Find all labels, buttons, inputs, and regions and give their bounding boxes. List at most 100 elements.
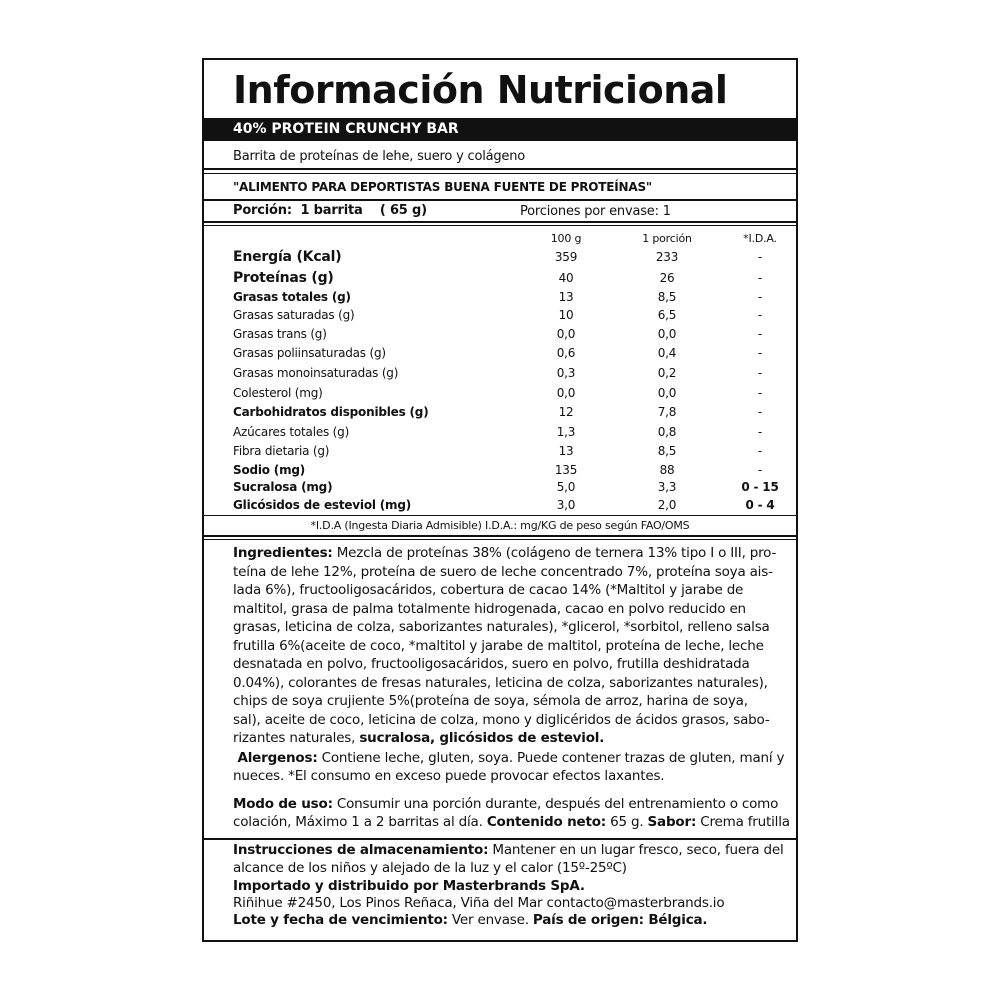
title: Información Nutricional (233, 68, 728, 112)
product-name: 40% PROTEIN CRUNCHY BAR (233, 121, 459, 137)
text: colación, Máximo 1 a 2 barritas al día. (233, 814, 487, 830)
text-line: alcance de los niños y alejado de la luz… (233, 860, 627, 876)
row-value: 13 (558, 290, 574, 304)
rule (203, 539, 798, 540)
row-name: Colesterol (mg) (233, 386, 323, 400)
row-value: 0,0 (556, 386, 576, 400)
rule (203, 225, 798, 226)
bold-text: Sabor: (647, 814, 697, 830)
bold-text: sucralosa, glicósidos de esteviol. (359, 730, 605, 746)
row-value: 3,0 (556, 498, 576, 512)
text-line: sal), aceite de coco, leticina de colza,… (233, 712, 770, 728)
text-line: Instrucciones de almacenamiento: Mantene… (233, 842, 784, 858)
label-box (202, 58, 798, 942)
text: desnatada en polvo, fructooligosacáridos… (233, 656, 750, 672)
row-value: 8,5 (657, 290, 677, 304)
text-line: rizantes naturales, sucralosa, glicósido… (233, 730, 604, 746)
text-line: colación, Máximo 1 a 2 barritas al día. … (233, 814, 790, 830)
text: sal), aceite de coco, leticina de colza,… (233, 712, 770, 728)
text: teína de lehe 12%, proteína de suero de … (233, 564, 773, 580)
row-value: 6,5 (657, 308, 677, 322)
text: Ver envase. (447, 912, 533, 928)
row-value: 40 (558, 271, 574, 285)
row-value: - (757, 386, 763, 400)
row-name: Fibra dietaria (g) (233, 444, 330, 458)
text-line: nueces. *El consumo en exceso puede prov… (233, 768, 665, 784)
row-value: - (757, 405, 763, 419)
row-value: 0,4 (657, 346, 677, 360)
row-value: 7,8 (657, 405, 677, 419)
row-value: 0,0 (657, 386, 677, 400)
text: grasas, leticina de colza, saborizantes … (233, 619, 770, 635)
row-value: 0,3 (556, 366, 576, 380)
text: nueces. *El consumo en exceso puede prov… (233, 768, 665, 784)
row-name: Sodio (mg) (233, 463, 306, 477)
row-name: Proteínas (g) (233, 270, 334, 286)
serving: Porción: 1 barrita ( 65 g) (233, 203, 427, 218)
row-value: - (757, 463, 763, 477)
text: lada 6%), fructooligosacáridos, cobertur… (233, 582, 744, 598)
text: Contiene leche, gluten, soya. Puede cont… (317, 750, 785, 766)
row-value: 0,2 (657, 366, 677, 380)
column-header: 100 g (550, 232, 582, 245)
rule (203, 535, 798, 537)
text-line: Ingredientes: Mezcla de proteínas 38% (c… (233, 545, 776, 561)
bold-text: Modo de uso: (233, 796, 333, 812)
row-value: 26 (659, 271, 675, 285)
text-line: teína de lehe 12%, proteína de suero de … (233, 564, 773, 580)
bold-text: País de origen: Bélgica. (532, 912, 708, 928)
row-name: Grasas monoinsaturadas (g) (233, 366, 399, 380)
text: frutilla 6%(aceite de coco, *maltitol y … (233, 638, 764, 654)
row-name: Grasas poliinsaturadas (g) (233, 346, 386, 360)
row-value: 0 - 4 (745, 498, 775, 512)
row-value: 3,3 (657, 480, 677, 494)
text: Mezcla de proteínas 38% (colágeno de ter… (332, 545, 777, 561)
row-value: - (757, 346, 763, 360)
column-header: *I.D.A. (743, 232, 777, 245)
text-line: 0.04%), colorantes de fresas naturales, … (233, 675, 768, 691)
text-line: Importado y distribuido por Masterbrands… (233, 878, 585, 894)
row-name: Carbohidratos disponibles (g) (233, 405, 429, 419)
row-value: 88 (659, 463, 675, 477)
bold-text: Importado y distribuido por Masterbrands… (233, 878, 585, 894)
servings-per-pack: Porciones por envase: 1 (520, 204, 671, 219)
row-value: 12 (558, 405, 574, 419)
bold-text: Ingredientes: (233, 545, 333, 561)
row-name: Grasas totales (g) (233, 290, 351, 304)
rule (203, 838, 798, 840)
description: Barrita de proteínas de lehe, suero y co… (233, 149, 526, 164)
product-bar (203, 118, 797, 141)
row-value: 1,3 (556, 425, 576, 439)
row-value: 5,0 (556, 480, 576, 494)
footnote: *I.D.A (Ingesta Diaria Admisible) I.D.A.… (310, 519, 690, 532)
rule (203, 199, 798, 201)
row-value: 0,8 (657, 425, 677, 439)
row-value: - (757, 271, 763, 285)
text-line: Lote y fecha de vencimiento: Ver envase.… (233, 912, 708, 928)
rule (203, 515, 798, 516)
row-value: 359 (554, 250, 578, 264)
text: 65 g. (606, 814, 648, 830)
text-line: chips de soya crujiente 5%(proteína de s… (233, 693, 748, 709)
text-line: Riñihue #2450, Los Pinos Reñaca, Viña de… (233, 895, 725, 911)
text: chips de soya crujiente 5%(proteína de s… (233, 693, 748, 709)
row-name: Energía (Kcal) (233, 249, 342, 265)
text-line: desnatada en polvo, fructooligosacáridos… (233, 656, 750, 672)
row-name: Glicósidos de esteviol (mg) (233, 498, 412, 512)
row-value: - (757, 290, 763, 304)
bold-text: Contenido neto: (486, 814, 606, 830)
text: Mantener en un lugar fresco, seco, fuera… (488, 842, 784, 858)
row-value: - (757, 250, 763, 264)
row-value: - (757, 444, 763, 458)
rule (203, 221, 798, 223)
row-value: 135 (554, 463, 578, 477)
row-value: 0 - 15 (741, 480, 779, 494)
text: alcance de los niños y alejado de la luz… (233, 860, 627, 876)
row-value: - (757, 425, 763, 439)
text: maltitol, grasa de palma totalmente hidr… (233, 601, 746, 617)
rule (203, 168, 798, 170)
text-line: maltitol, grasa de palma totalmente hidr… (233, 601, 746, 617)
text-line: grasas, leticina de colza, saborizantes … (233, 619, 770, 635)
text: 0.04%), colorantes de fresas naturales, … (233, 675, 768, 691)
text: rizantes naturales, (233, 730, 360, 746)
